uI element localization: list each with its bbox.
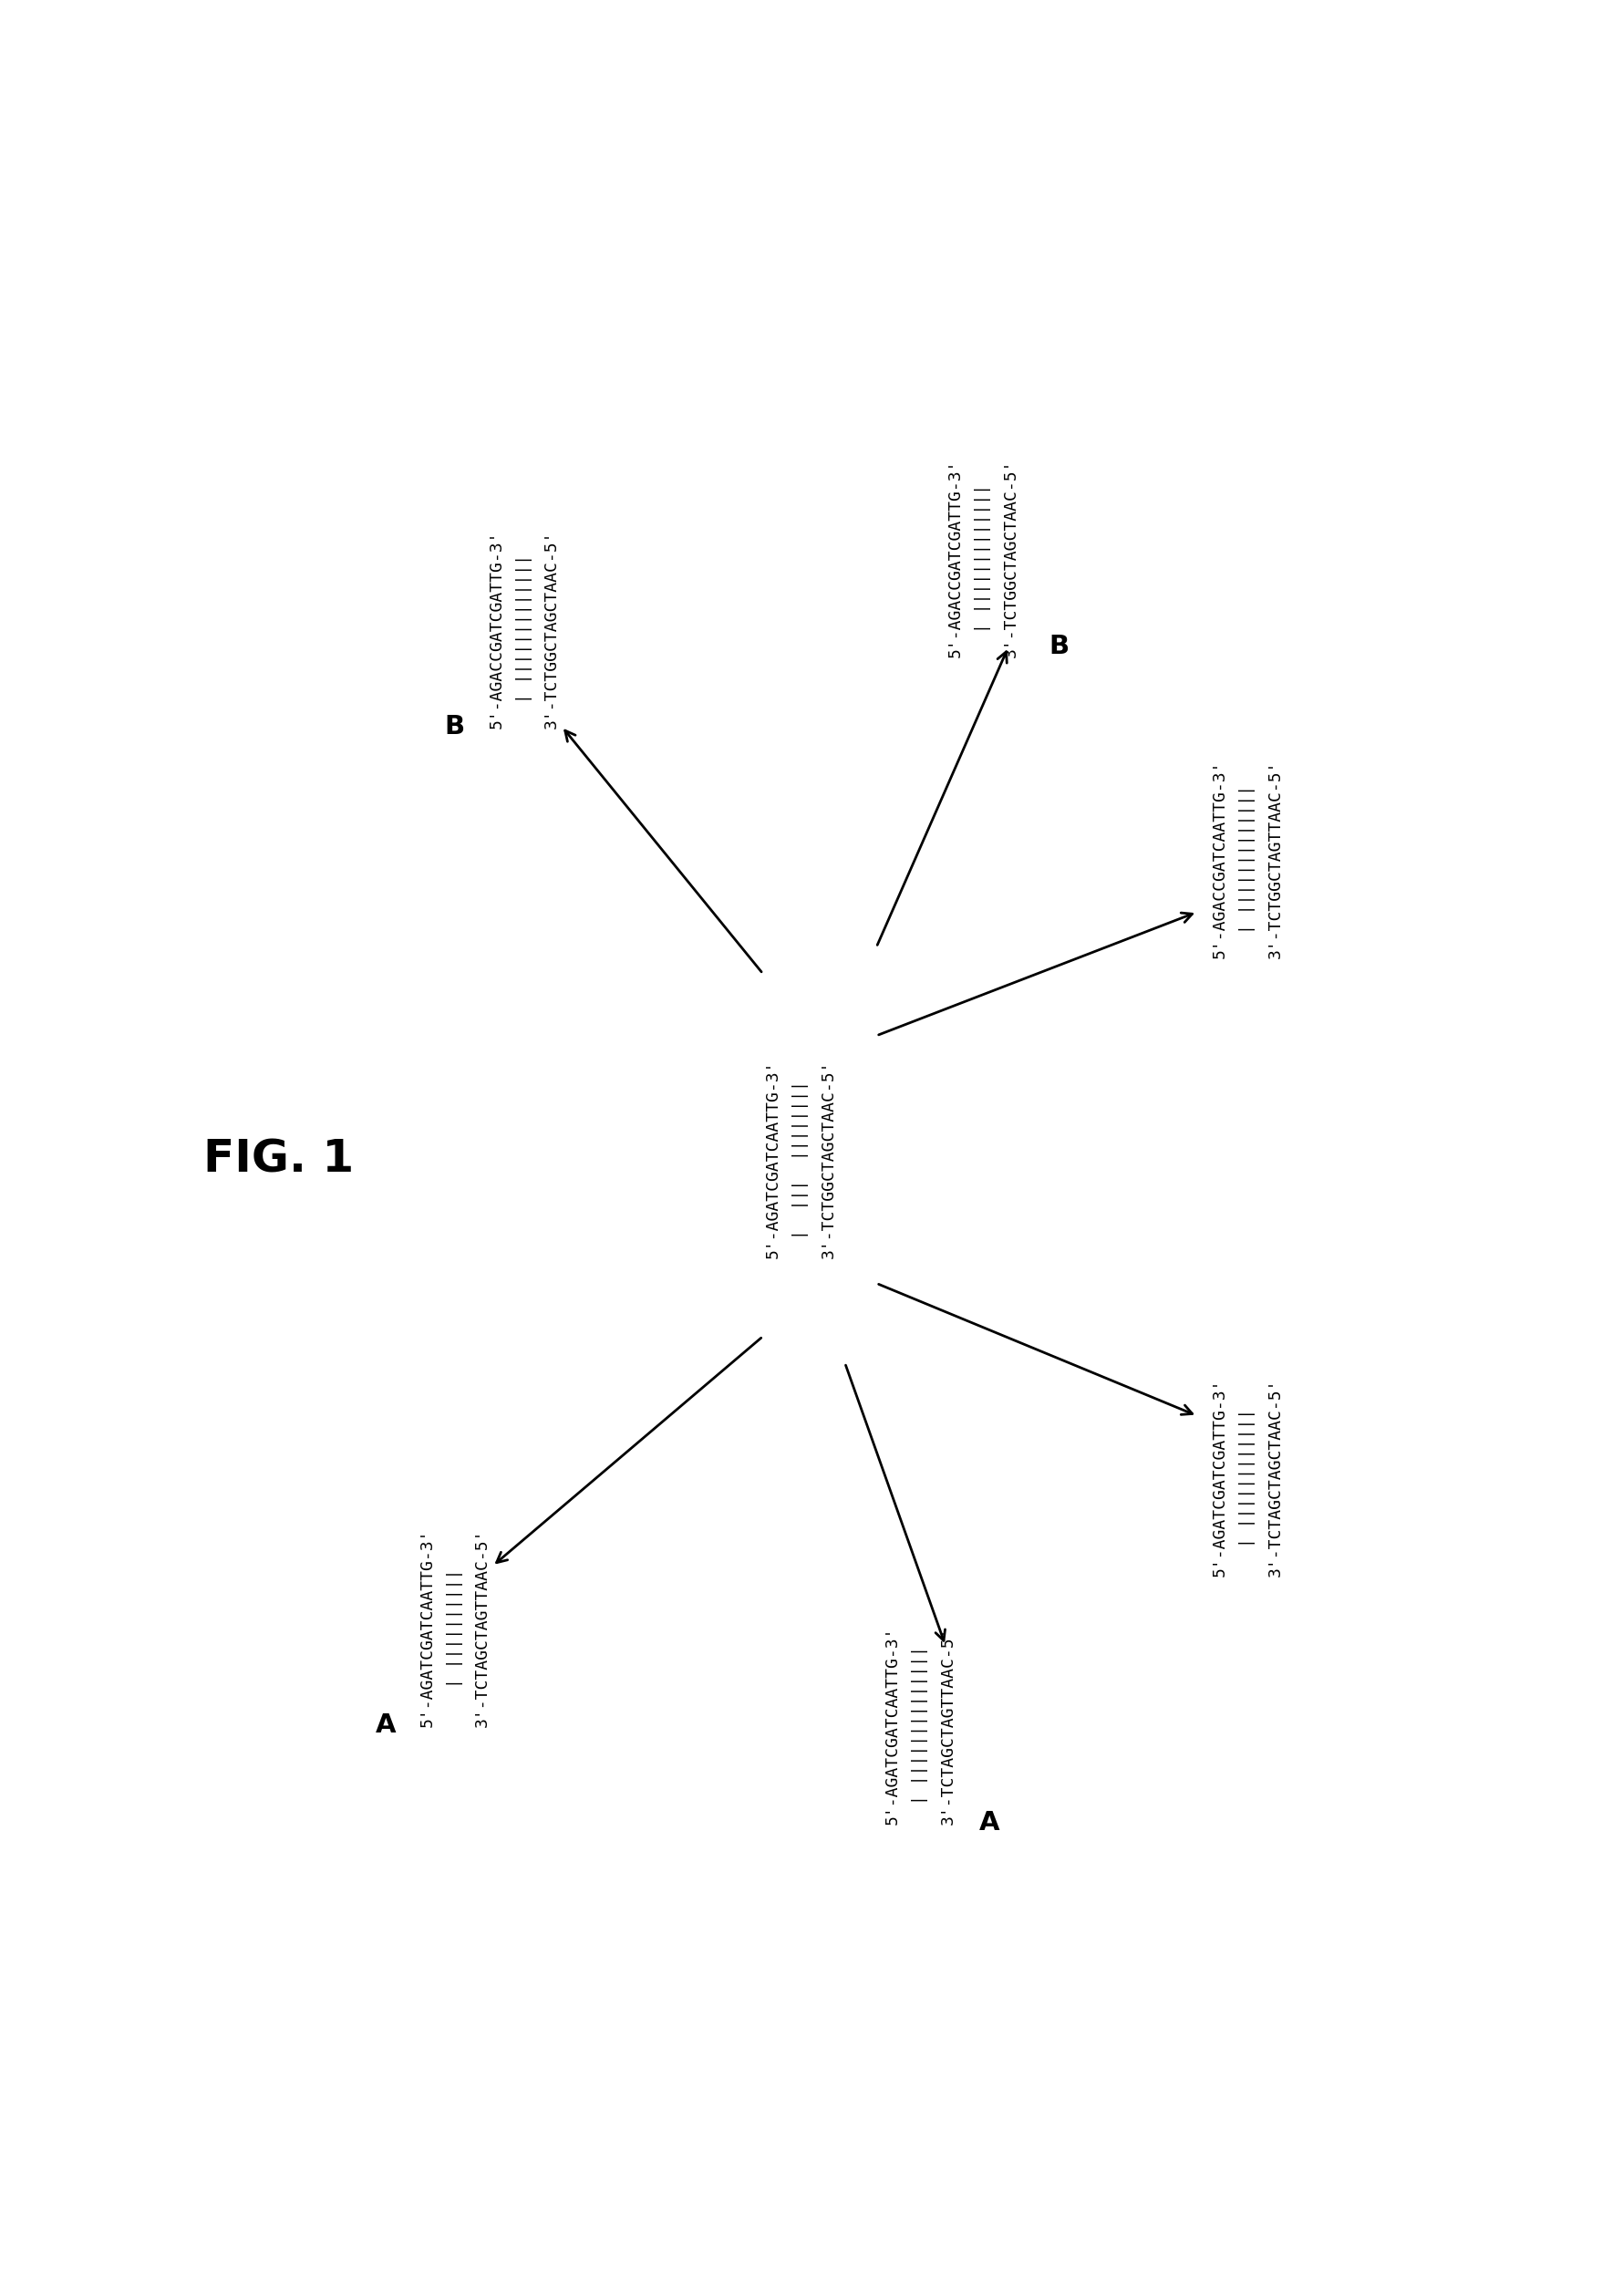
Text: | ||||||||||: | ||||||||||: [446, 1568, 463, 1688]
Text: | |||||||||||||: | |||||||||||||: [1238, 785, 1255, 932]
Text: 5'-AGACCGATCAATTG-3': 5'-AGACCGATCAATTG-3': [1211, 760, 1227, 957]
Text: 5'-AGACCGATCGATTG-3': 5'-AGACCGATCGATTG-3': [946, 459, 964, 657]
Text: 5'-AGATCGATCAATTG-3': 5'-AGATCGATCAATTG-3': [885, 1626, 901, 1825]
Text: | |||||||||||||: | |||||||||||||: [974, 484, 992, 634]
Text: 3'-TCTAGCTAGTTAAC-5': 3'-TCTAGCTAGTTAAC-5': [940, 1626, 956, 1825]
Text: 3'-TCTGGCTAGCTAAC-5': 3'-TCTGGCTAGCTAAC-5': [544, 530, 560, 728]
Text: 5'-AGATCGATCGATTG-3': 5'-AGATCGATCGATTG-3': [1211, 1378, 1227, 1577]
Text: B: B: [1048, 634, 1068, 659]
Text: 3'-TCTGGCTAGCTAAC-5': 3'-TCTGGCTAGCTAAC-5': [1001, 459, 1019, 657]
Text: 3'-TCTAGCTAGCTAAC-5': 3'-TCTAGCTAGCTAAC-5': [1266, 1378, 1282, 1577]
Text: | ||||||||||||: | ||||||||||||: [1238, 1407, 1255, 1548]
Text: 3'-TCTGGCTAGTTAAC-5': 3'-TCTGGCTAGTTAAC-5': [1266, 760, 1282, 957]
Text: | |||||||||||||: | |||||||||||||: [516, 556, 532, 703]
Text: B: B: [445, 714, 464, 739]
Text: | ||||||||||||||: | ||||||||||||||: [912, 1646, 928, 1805]
Text: 5'-AGATCGATCAATTG-3': 5'-AGATCGATCAATTG-3': [764, 1061, 781, 1258]
Text: 5'-AGACCGATCGATTG-3': 5'-AGACCGATCGATTG-3': [489, 530, 505, 728]
Text: 5'-AGATCGATCAATTG-3': 5'-AGATCGATCAATTG-3': [419, 1529, 435, 1727]
Text: A: A: [375, 1713, 396, 1738]
Text: 3'-TCTGGCTAGCTAAC-5': 3'-TCTGGCTAGCTAAC-5': [820, 1061, 836, 1258]
Text: A: A: [979, 1809, 1000, 1835]
Text: FIG. 1: FIG. 1: [203, 1137, 354, 1182]
Text: 3'-TCTAGCTAGTTAAC-5': 3'-TCTAGCTAGTTAAC-5': [474, 1529, 490, 1727]
Text: |  |||  ||||||||: | ||| ||||||||: [792, 1079, 808, 1240]
